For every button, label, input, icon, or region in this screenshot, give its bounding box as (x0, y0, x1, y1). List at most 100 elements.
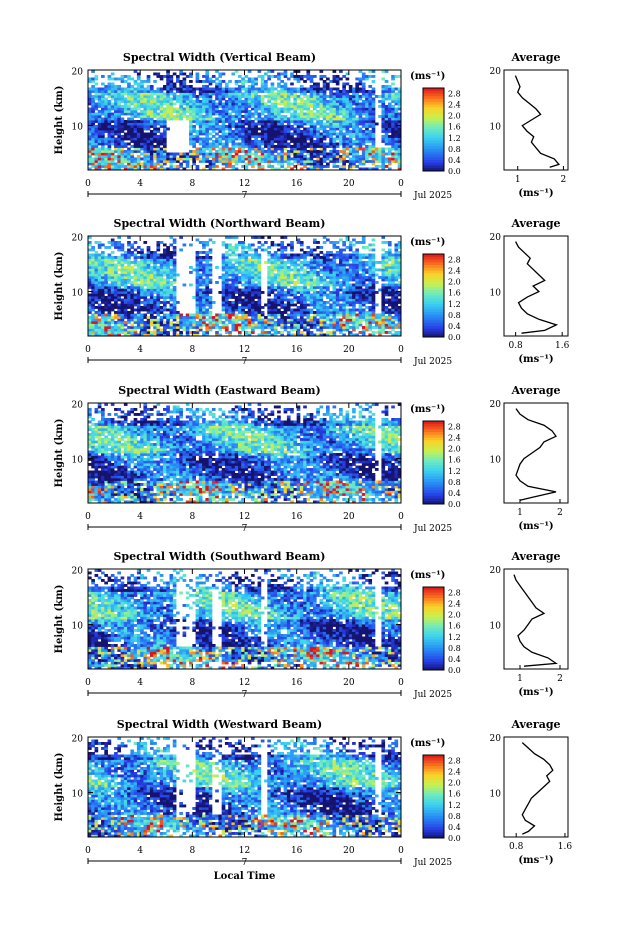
heatmap-cell (162, 125, 167, 128)
heatmap-cell (123, 278, 128, 282)
heatmap-cell (205, 120, 210, 123)
heatmap-cell (270, 333, 275, 337)
heatmap-cell (117, 331, 121, 334)
heatmap-cell (101, 283, 105, 287)
heatmap-cell (296, 296, 301, 299)
heatmap-cell (260, 291, 265, 294)
heatmap-cell (352, 150, 356, 153)
heatmap-cell (146, 318, 151, 322)
heatmap-cell (224, 306, 229, 309)
heatmap-cell (247, 122, 252, 126)
heatmap-cell (241, 278, 245, 282)
heatmap-cell (257, 132, 262, 136)
heatmap-cell (198, 137, 203, 141)
heatmap-cell (231, 125, 236, 128)
heatmap-cell (260, 137, 265, 141)
heatmap-cell (208, 328, 213, 332)
colorbar-segment (423, 104, 444, 108)
heatmap-cell (384, 87, 389, 91)
heatmap-cell (88, 120, 92, 123)
heatmap-cell (329, 157, 333, 161)
heatmap-cell (176, 117, 180, 121)
heatmap-cell (172, 296, 177, 299)
heatmap-cell (326, 152, 330, 156)
heatmap-cell (352, 125, 356, 128)
heatmap-cell (221, 117, 226, 121)
heatmap-cell (322, 160, 327, 163)
heatmap-cell (205, 75, 210, 78)
heatmap-cell (355, 90, 360, 93)
heatmap-cell (94, 142, 99, 146)
heatmap-cell (296, 326, 301, 329)
heatmap-cell (114, 331, 118, 334)
heatmap-cell (237, 125, 242, 128)
heatmap-cell (97, 323, 102, 327)
heatmap-cell (146, 326, 151, 329)
heatmap-cell (192, 100, 196, 103)
heatmap-cell (296, 112, 301, 116)
heatmap-cell (136, 77, 141, 81)
heatmap-cell (247, 135, 252, 138)
heatmap-cell (283, 72, 288, 76)
heatmap-cell (91, 70, 95, 73)
heatmap-cell (361, 162, 366, 166)
heatmap-cell (244, 140, 249, 143)
heatmap-cell (224, 296, 229, 299)
heatmap-cell (110, 286, 115, 289)
heatmap-cell (309, 80, 314, 83)
heatmap-cell (114, 273, 118, 277)
heatmap-cell (251, 273, 255, 277)
heatmap-cell (391, 122, 395, 126)
heatmap-cell (241, 256, 245, 259)
heatmap-cell (162, 313, 167, 317)
heatmap-cell (237, 316, 242, 319)
heatmap-cell (283, 326, 288, 329)
heatmap-cell (299, 331, 304, 334)
heatmap-cell (149, 323, 154, 327)
heatmap-cell (143, 288, 148, 292)
heatmap-cell (117, 77, 121, 81)
heatmap-cell (290, 263, 294, 267)
heatmap-cell (140, 301, 144, 304)
heatmap-cell (202, 293, 206, 297)
heatmap-cell (133, 283, 138, 287)
heatmap-cell (205, 112, 210, 116)
heatmap-cell (195, 263, 200, 267)
heatmap-cell (120, 256, 125, 259)
heatmap-cell (254, 102, 258, 106)
heatmap-cell (283, 316, 288, 319)
heatmap-cell (156, 145, 161, 148)
heatmap-cell (159, 333, 164, 337)
heatmap-cell (153, 318, 157, 322)
heatmap-cell (231, 288, 236, 292)
heatmap-cell (361, 105, 366, 108)
heatmap-cell (361, 167, 366, 171)
heatmap-cell (348, 142, 353, 146)
heatmap-cell (182, 115, 187, 118)
heatmap-cell (166, 293, 170, 297)
heatmap-cell (322, 137, 327, 141)
heatmap-cell (107, 331, 112, 334)
heatmap-cell (244, 281, 249, 284)
heatmap-cell (309, 266, 314, 269)
heatmap-cell (117, 281, 121, 284)
heatmap-cell (189, 85, 193, 88)
heatmap-cell (133, 253, 138, 257)
heatmap-cell (146, 323, 151, 327)
heatmap-cell (283, 271, 288, 274)
heatmap-cell (299, 278, 304, 282)
heatmap-cell (182, 102, 187, 106)
heatmap-cell (211, 75, 216, 78)
heatmap-cell (189, 140, 193, 143)
heatmap-cell (127, 75, 131, 78)
heatmap-cell (143, 90, 148, 93)
heatmap-cell (172, 326, 177, 329)
heatmap-cell (247, 85, 252, 88)
heatmap-cell (221, 273, 226, 277)
heatmap-cell (130, 311, 135, 314)
heatmap-cell (215, 140, 219, 143)
heatmap-cell (107, 246, 112, 249)
heatmap-cell (162, 135, 167, 138)
heatmap-cell (241, 147, 245, 151)
heatmap-cell (224, 90, 229, 93)
